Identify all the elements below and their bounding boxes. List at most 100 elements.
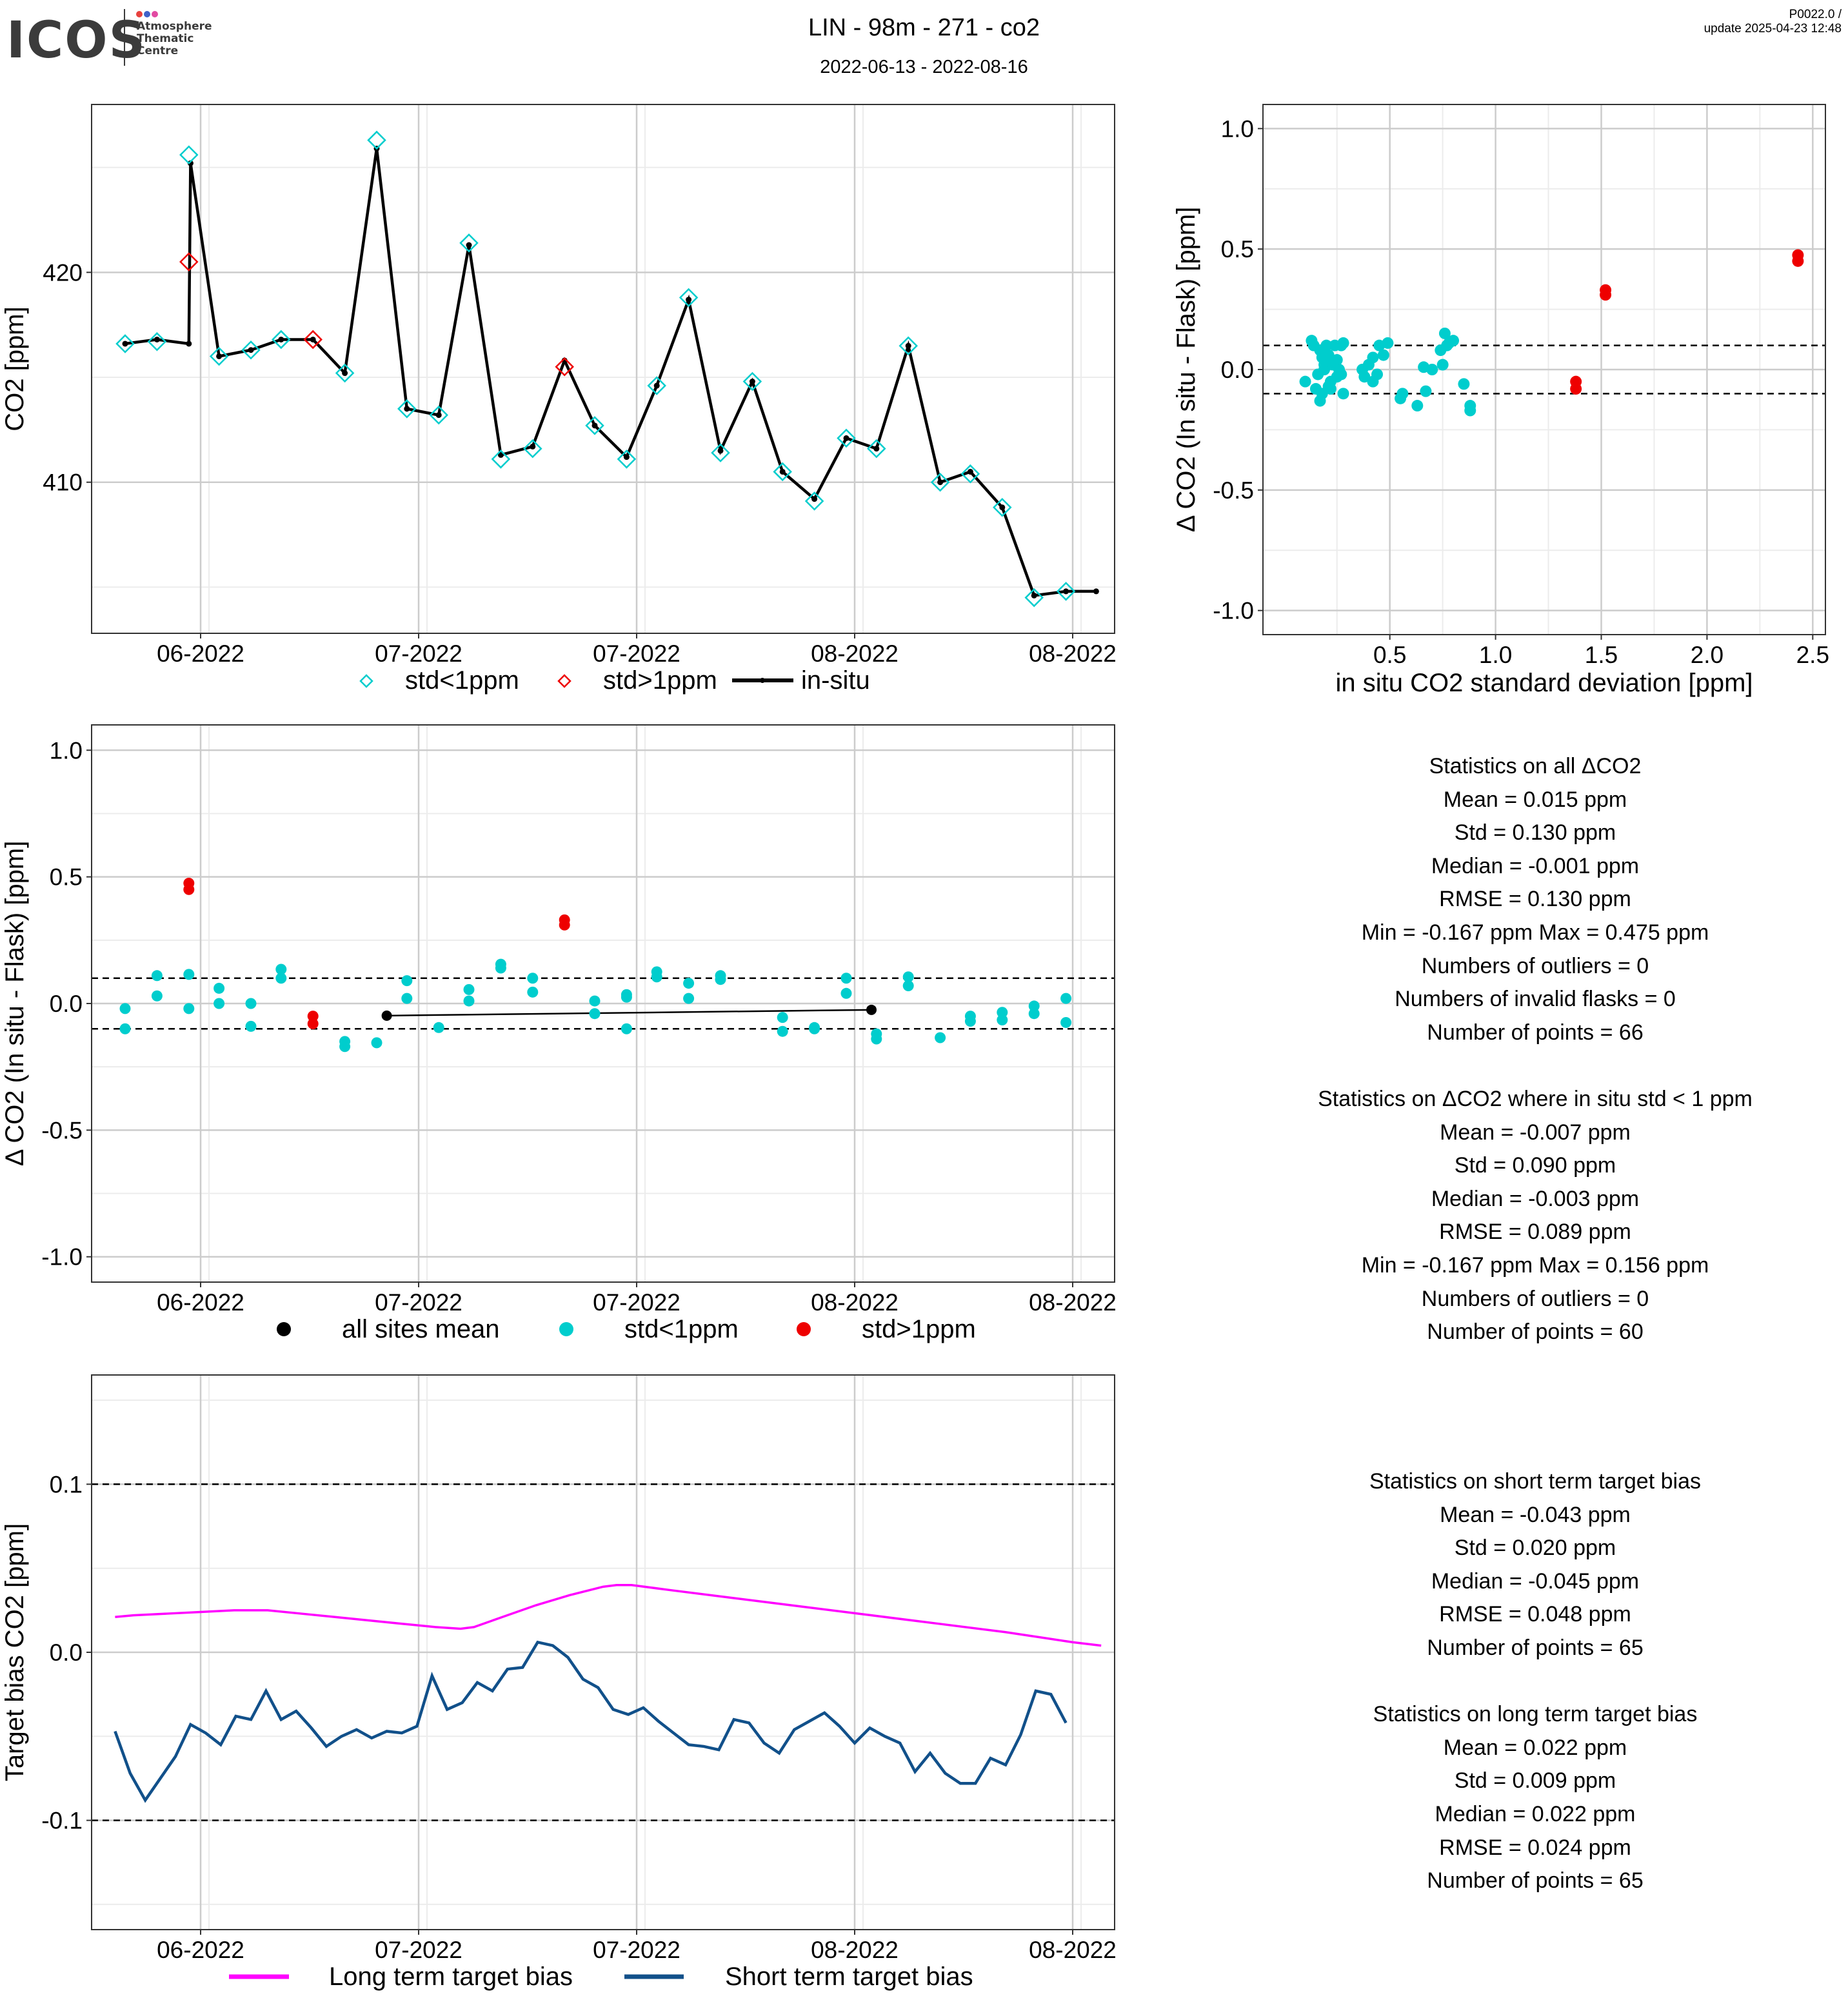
low-std-point <box>463 995 475 1007</box>
legend-insitu-label: in-situ <box>801 666 870 695</box>
low-std-point <box>214 982 225 994</box>
low-std-point <box>1358 371 1371 383</box>
low-std-point <box>151 970 163 982</box>
version-label: P0022.0 / <box>1789 8 1842 21</box>
y-axis-title: Δ CO2 (In situ - Flask) [ppm] <box>1172 207 1200 533</box>
insitu-point <box>1063 588 1069 595</box>
flask-high-std-marker <box>179 252 199 272</box>
delta-timeseries-chart: 06-2022 07-2022 07-2022 08-2022 08-2022 -1.0 -… <box>1 724 1117 1343</box>
legend-low-std-icon <box>359 674 373 688</box>
delta-stat-line: Numbers of invalid flasks = 0 <box>1395 987 1676 1012</box>
delta-stat-line: Std = 0.090 ppm <box>1454 1153 1616 1178</box>
flask-low-std-marker <box>773 462 792 482</box>
low-std-point <box>1028 1000 1040 1012</box>
insitu-point <box>653 382 660 389</box>
bias-stat-line: RMSE = 0.024 ppm <box>1439 1835 1631 1860</box>
date-range: 2022-06-13 - 2022-08-16 <box>820 57 1028 77</box>
insitu-point <box>937 479 944 486</box>
insitu-point <box>278 336 284 342</box>
x-tick-label: 06-2022 <box>157 640 244 667</box>
y-tick-label: -0.5 <box>1213 477 1254 504</box>
delta-stat-line: Mean = -0.007 ppm <box>1440 1120 1631 1145</box>
bias-stat-line: Median = 0.022 ppm <box>1435 1801 1636 1826</box>
long-term-bias-line <box>115 1584 1102 1647</box>
y-tick-label: 410 <box>43 470 83 496</box>
insitu-point <box>122 341 128 347</box>
low-std-point <box>275 973 287 984</box>
x-tick-label: 07-2022 <box>375 1289 462 1316</box>
low-std-point <box>339 1041 351 1053</box>
low-std-point <box>777 1012 788 1023</box>
logo-dot-2 <box>144 11 150 17</box>
insitu-point <box>623 454 630 460</box>
low-std-point <box>840 987 852 999</box>
x-tick-label: 2.5 <box>1796 642 1829 668</box>
y-tick-label: 0.0 <box>1221 357 1254 383</box>
insitu-point <box>749 379 755 385</box>
flask-low-std-marker <box>867 439 886 459</box>
flask-low-std-marker <box>367 130 386 150</box>
plot-border <box>91 104 1115 634</box>
low-std-point <box>1418 361 1430 373</box>
flask-low-std-marker <box>804 491 824 511</box>
low-std-point <box>1299 375 1311 388</box>
low-std-point <box>1060 993 1072 1004</box>
flask-high-std-marker <box>303 330 323 350</box>
y-axis-title: Target bias CO2 [ppm] <box>1 1523 29 1781</box>
flask-low-std-marker <box>837 428 856 448</box>
flask-low-std-marker <box>585 416 604 435</box>
low-std-point <box>527 973 539 984</box>
co2-timeseries-chart: 06-2022 07-2022 07-2022 08-2022 08-2022 410 42… <box>1 104 1117 695</box>
logo-subtitle: Atmosphere Thematic Centre <box>137 20 212 57</box>
insitu-point <box>497 451 504 458</box>
delta-vs-std-chart: 0.5 1.0 1.5 2.0 2.5 -1.0 -0.5 0.0 0.5 1.0 Δ CO2 (I… <box>1172 104 1829 697</box>
flask-low-std-marker <box>429 405 448 425</box>
low-std-point <box>1438 327 1451 339</box>
low-std-point <box>1028 1008 1040 1020</box>
y-tick-label: 420 <box>43 259 83 286</box>
legend-high-std-label: std>1ppm <box>862 1315 976 1343</box>
y-tick-label: 0.0 <box>50 1639 83 1666</box>
bias-stat-line: Number of points = 65 <box>1427 1868 1644 1893</box>
low-std-point <box>621 1023 632 1034</box>
delta-stat-line: Number of points = 66 <box>1427 1020 1644 1045</box>
x-tick-label: 07-2022 <box>593 640 681 667</box>
low-std-point <box>902 980 914 992</box>
bias-stat-line: Statistics on short term target bias <box>1369 1469 1701 1494</box>
legend-high-std-icon <box>797 1322 811 1336</box>
flask-low-std-marker <box>397 399 417 419</box>
low-std-point <box>777 1025 788 1037</box>
x-tick-label: 07-2022 <box>593 1937 681 1963</box>
insitu-point <box>216 353 223 359</box>
flask-low-std-marker <box>147 331 167 351</box>
low-std-point <box>1337 337 1349 349</box>
low-std-point <box>183 969 195 980</box>
low-std-point <box>651 971 662 983</box>
page-title: LIN - 98m - 271 - co2 <box>808 14 1040 41</box>
logo-separator <box>124 9 125 66</box>
y-axis-title: CO2 [ppm] <box>1 306 29 431</box>
low-std-point <box>1367 351 1379 364</box>
low-std-point <box>589 1008 601 1020</box>
low-std-point <box>1327 359 1339 371</box>
y-axis-title: Δ CO2 (In situ - Flask) [ppm] <box>1 841 29 1167</box>
bias-stat-line: Statistics on long term target bias <box>1373 1702 1698 1727</box>
low-std-point <box>275 964 287 975</box>
all-sites-mean-point <box>381 1010 392 1021</box>
high-std-point <box>307 1018 319 1029</box>
low-std-point <box>902 971 914 983</box>
x-tick-label: 06-2022 <box>157 1937 244 1963</box>
target-bias-statistics-panel: Statistics on short term target bias Mean… <box>1213 1465 1848 1898</box>
x-tick-label: 07-2022 <box>593 1289 681 1316</box>
insitu-point <box>1093 588 1099 595</box>
high-std-point <box>1792 255 1804 267</box>
low-std-point <box>621 991 632 1003</box>
x-tick-label: 2.0 <box>1691 642 1724 668</box>
logo-dot-3 <box>152 11 158 17</box>
low-std-point <box>1436 359 1449 371</box>
low-std-point <box>997 1007 1008 1018</box>
low-std-point <box>1420 385 1432 397</box>
target-bias-chart: 06-2022 07-2022 07-2022 08-2022 08-2022 -0.1 0… <box>1 1374 1117 1991</box>
low-std-point <box>683 978 695 989</box>
low-std-point <box>997 1014 1008 1026</box>
